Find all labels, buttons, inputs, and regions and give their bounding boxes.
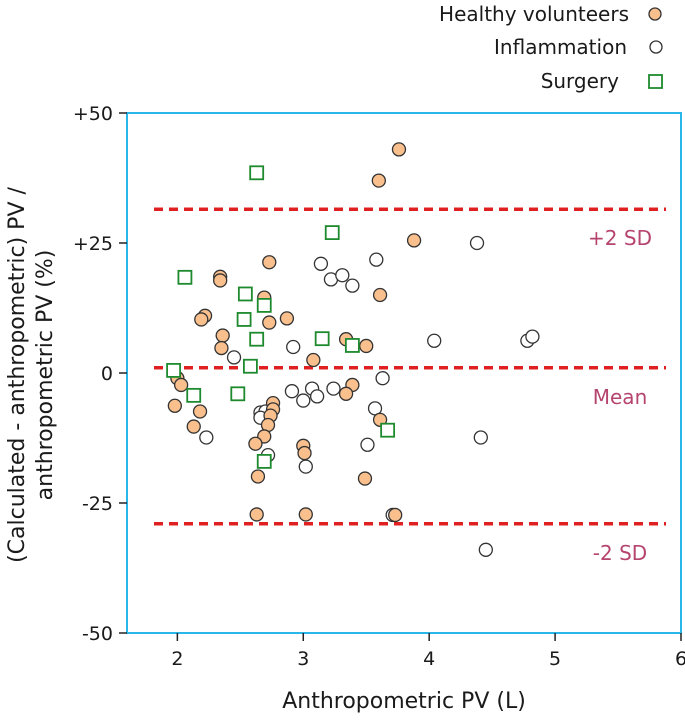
point-surgery bbox=[256, 453, 272, 469]
point-healthy-volunteers bbox=[359, 338, 374, 354]
point-healthy-volunteers bbox=[298, 507, 313, 522]
point-surgery bbox=[236, 312, 252, 327]
reference-label-minus-2sd: -2 SD bbox=[593, 541, 647, 565]
x-tick-label: 6 bbox=[675, 648, 685, 670]
point-inflammation bbox=[473, 430, 488, 445]
point-inflammation bbox=[298, 459, 313, 474]
point-healthy-volunteers bbox=[306, 352, 321, 368]
point-surgery bbox=[166, 362, 181, 378]
point-inflammation bbox=[369, 252, 384, 267]
point-healthy-volunteers bbox=[250, 469, 266, 484]
y-tick-label: +25 bbox=[73, 233, 113, 255]
point-inflammation bbox=[427, 333, 442, 348]
point-inflammation bbox=[309, 389, 325, 404]
x-tick-label: 2 bbox=[171, 648, 183, 670]
point-healthy-volunteers bbox=[262, 315, 277, 330]
x-axis-title: Anthropometric PV (L) bbox=[282, 689, 526, 714]
y-tick-label: -50 bbox=[82, 623, 113, 645]
point-healthy-volunteers bbox=[262, 255, 277, 270]
point-healthy-volunteers bbox=[249, 507, 264, 522]
point-healthy-volunteers bbox=[173, 377, 189, 393]
legend-label-inflammation: Inflammation bbox=[494, 35, 627, 59]
point-healthy-volunteers bbox=[194, 312, 209, 327]
point-healthy-volunteers bbox=[213, 273, 228, 288]
point-inflammation bbox=[375, 371, 390, 386]
point-surgery bbox=[177, 269, 193, 285]
point-surgery bbox=[324, 225, 340, 241]
point-surgery bbox=[230, 386, 246, 402]
x-tick-label: 4 bbox=[423, 648, 435, 670]
y-axis-ticks: +50 +25 0 -25 -50 bbox=[73, 103, 127, 645]
y-axis-title-line-1: (Calculated - anthropometric) PV / bbox=[5, 187, 30, 563]
point-healthy-volunteers bbox=[167, 398, 182, 413]
point-inflammation bbox=[226, 350, 242, 365]
point-healthy-volunteers bbox=[391, 142, 407, 157]
point-healthy-volunteers bbox=[338, 386, 354, 401]
point-inflammation bbox=[199, 430, 214, 445]
point-surgery bbox=[237, 286, 253, 302]
point-healthy-volunteers bbox=[279, 311, 295, 326]
point-inflammation bbox=[335, 268, 350, 283]
point-inflammation bbox=[525, 329, 540, 344]
legend-label-surgery: Surgery bbox=[541, 69, 619, 93]
point-healthy-volunteers bbox=[372, 287, 388, 303]
point-surgery bbox=[249, 331, 265, 347]
point-inflammation bbox=[360, 437, 375, 452]
y-tick-label: 0 bbox=[101, 363, 113, 385]
data-points bbox=[166, 142, 540, 557]
point-surgery bbox=[344, 338, 360, 353]
point-inflammation bbox=[326, 381, 341, 396]
point-healthy-volunteers bbox=[388, 507, 403, 523]
legend-marker-healthy-volunteers bbox=[648, 7, 662, 21]
point-healthy-volunteers bbox=[406, 233, 422, 248]
point-healthy-volunteers bbox=[371, 173, 386, 188]
point-inflammation bbox=[478, 542, 493, 557]
point-inflammation bbox=[469, 235, 485, 251]
x-tick-label: 3 bbox=[297, 648, 309, 670]
point-healthy-volunteers bbox=[248, 436, 263, 451]
point-inflammation bbox=[313, 256, 329, 271]
point-inflammation bbox=[286, 339, 301, 355]
point-inflammation bbox=[284, 384, 300, 399]
legend-label-healthy-volunteers: Healthy volunteers bbox=[439, 2, 629, 26]
legend-marker-inflammation bbox=[649, 40, 663, 54]
y-tick-label: -25 bbox=[82, 493, 113, 515]
legend: Healthy volunteers Inflammation Surgery bbox=[439, 2, 663, 93]
point-inflammation bbox=[345, 278, 360, 293]
point-surgery bbox=[256, 297, 272, 313]
point-healthy-volunteers bbox=[186, 419, 201, 434]
legend-marker-surgery bbox=[648, 74, 663, 89]
point-inflammation bbox=[296, 393, 311, 408]
point-surgery bbox=[380, 422, 396, 438]
point-surgery bbox=[314, 331, 330, 347]
y-tick-label: +50 bbox=[73, 103, 113, 125]
point-healthy-volunteers bbox=[214, 340, 229, 356]
x-tick-label: 5 bbox=[549, 648, 561, 670]
point-surgery bbox=[249, 165, 265, 181]
point-surgery bbox=[242, 358, 258, 374]
point-healthy-volunteers bbox=[297, 445, 312, 461]
y-axis-title-line-2: anthropometric PV (%) bbox=[33, 250, 58, 501]
reference-label-plus-2sd: +2 SD bbox=[588, 226, 652, 250]
point-healthy-volunteers bbox=[357, 471, 373, 486]
point-healthy-volunteers bbox=[192, 404, 208, 419]
reference-label-mean: Mean bbox=[593, 385, 648, 409]
point-healthy-volunteers bbox=[215, 328, 230, 343]
reference-lines: +2 SD Mean -2 SD bbox=[154, 207, 666, 565]
x-axis-ticks: 2 3 4 5 6 bbox=[171, 633, 685, 670]
point-surgery bbox=[186, 387, 202, 403]
